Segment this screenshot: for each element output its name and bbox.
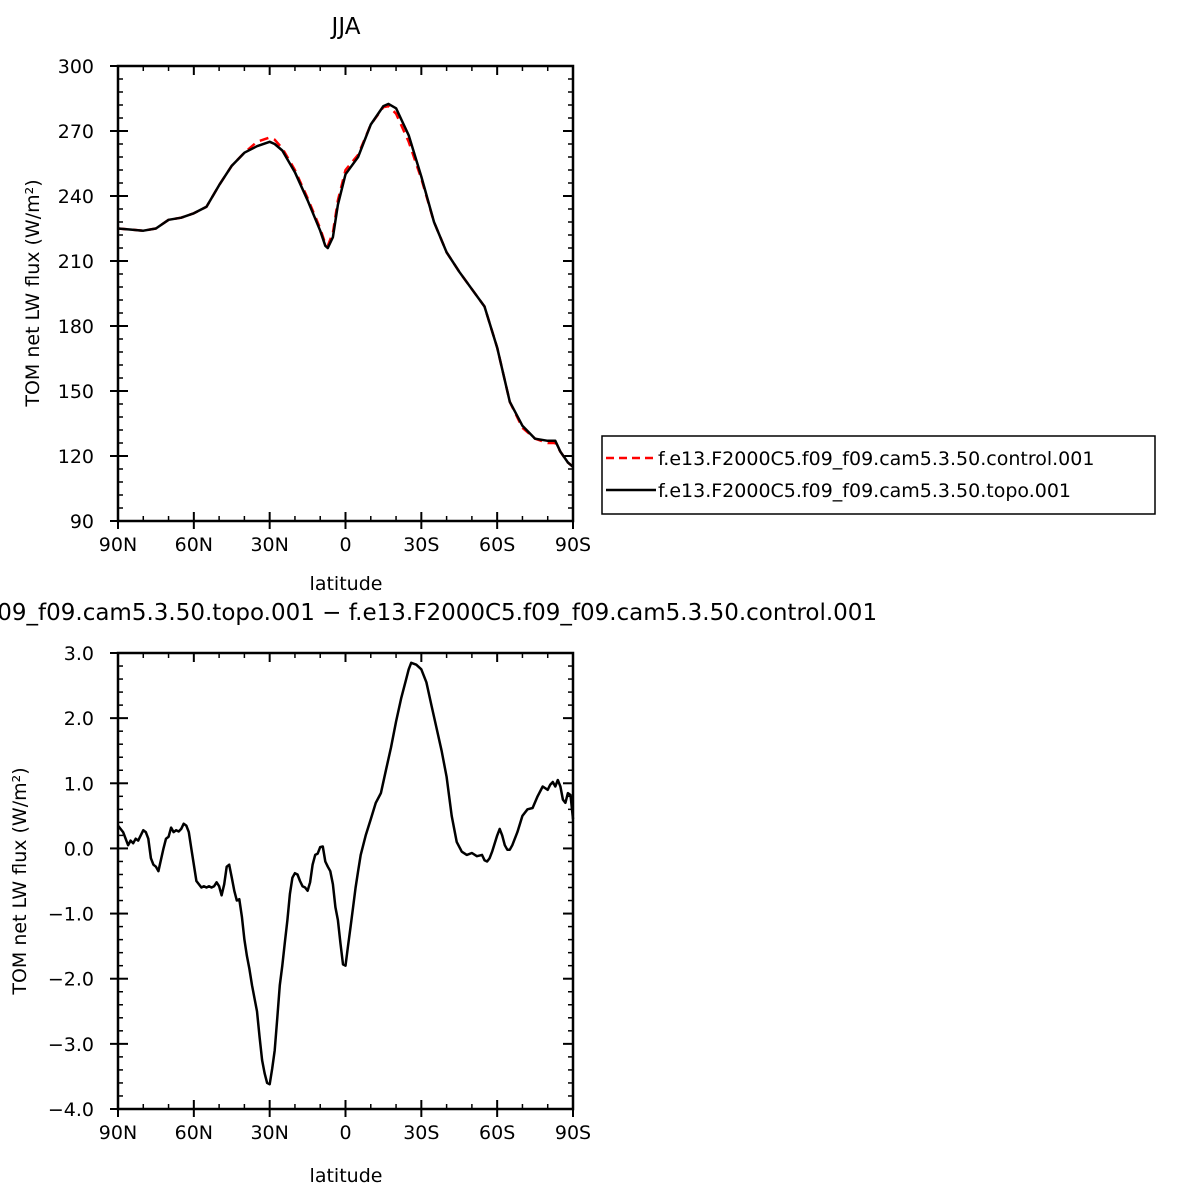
panel2-ylabel: TOM net LW flux (W/m²) (9, 767, 31, 995)
panel1-plot-frame (116, 64, 575, 523)
panel1-ytick-label: 270 (58, 121, 94, 143)
panel1-ylabel: TOM net LW flux (W/m²) (22, 179, 44, 407)
panel2-ytick-label: −3.0 (48, 1034, 94, 1056)
panel2-xtick-label: 90N (99, 1122, 137, 1144)
panel1-title: JJA (330, 14, 361, 40)
panel-climatology: JJA 90N 60N 30N 0 30S 60S 90S 90 120 150 180 210 240… (22, 14, 1156, 595)
panel2-ytick-label: −1.0 (48, 904, 94, 926)
panel1-ytick-label: 180 (58, 316, 94, 338)
panel1-xtick-label: 0 (339, 534, 351, 556)
panel2-xtick-label: 60N (175, 1122, 213, 1144)
legend-label-control: f.e13.F2000C5.f09_f09.cam5.3.50.control.… (658, 448, 1094, 470)
legend: f.e13.F2000C5.f09_f09.cam5.3.50.control.… (601, 435, 1156, 515)
panel2-ytick-label: −4.0 (48, 1099, 94, 1121)
panel-difference: f.e13.F2000C5.f09_f09.cam5.3.50.topo.001… (0, 600, 877, 1187)
panel1-ytick-label: 240 (58, 186, 94, 208)
panel1-xtick-label: 90N (99, 534, 137, 556)
panel2-ticks: 90N 60N 30N 0 30S 60S 90S −4.0 −3.0 −2.0 −1.0 0.0 1.… (48, 643, 591, 1144)
panel1-xtick-label: 90S (555, 534, 591, 556)
panel2-xtick-label: 90S (555, 1122, 591, 1144)
panel1-xlabel: latitude (310, 573, 383, 595)
panel2-xtick-label: 30N (250, 1122, 288, 1144)
panel1-ticks: 90N 60N 30N 0 30S 60S 90S 90 120 150 180 210 240 270 3… (58, 56, 591, 556)
legend-box (601, 435, 1156, 515)
panel2-ytick-label: 1.0 (64, 773, 94, 795)
series-line-difference (117, 661, 575, 1086)
series-line-topo (117, 102, 574, 468)
panel2-xtick-label: 0 (339, 1122, 351, 1144)
panel2-ytick-label: 2.0 (64, 708, 94, 730)
panel2-plot-frame (116, 651, 575, 1111)
panel1-xtick-label: 60N (175, 534, 213, 556)
series-line-control (117, 104, 574, 468)
panel1-ytick-label: 90 (70, 511, 94, 533)
panel1-ytick-label: 300 (58, 56, 94, 78)
panel2-xtick-label: 30S (403, 1122, 439, 1144)
panel2-xlabel: latitude (310, 1165, 383, 1187)
panel2-ytick-label: 3.0 (64, 643, 94, 665)
panel1-xtick-label: 60S (479, 534, 515, 556)
legend-label-topo: f.e13.F2000C5.f09_f09.cam5.3.50.topo.001 (658, 480, 1071, 502)
panel1-xtick-label: 30S (403, 534, 439, 556)
panel2-xtick-label: 60S (479, 1122, 515, 1144)
panel1-ytick-label: 210 (58, 251, 94, 273)
panel2-ytick-label: 0.0 (64, 838, 94, 860)
panel2-ytick-label: −2.0 (48, 969, 94, 991)
panel1-ytick-label: 150 (58, 381, 94, 403)
panel2-title: f.e13.F2000C5.f09_f09.cam5.3.50.topo.001… (0, 600, 877, 626)
panel2-series (117, 661, 575, 1086)
panel1-series (117, 102, 574, 468)
panel1-ytick-label: 120 (58, 446, 94, 468)
panel1-xtick-label: 30N (250, 534, 288, 556)
